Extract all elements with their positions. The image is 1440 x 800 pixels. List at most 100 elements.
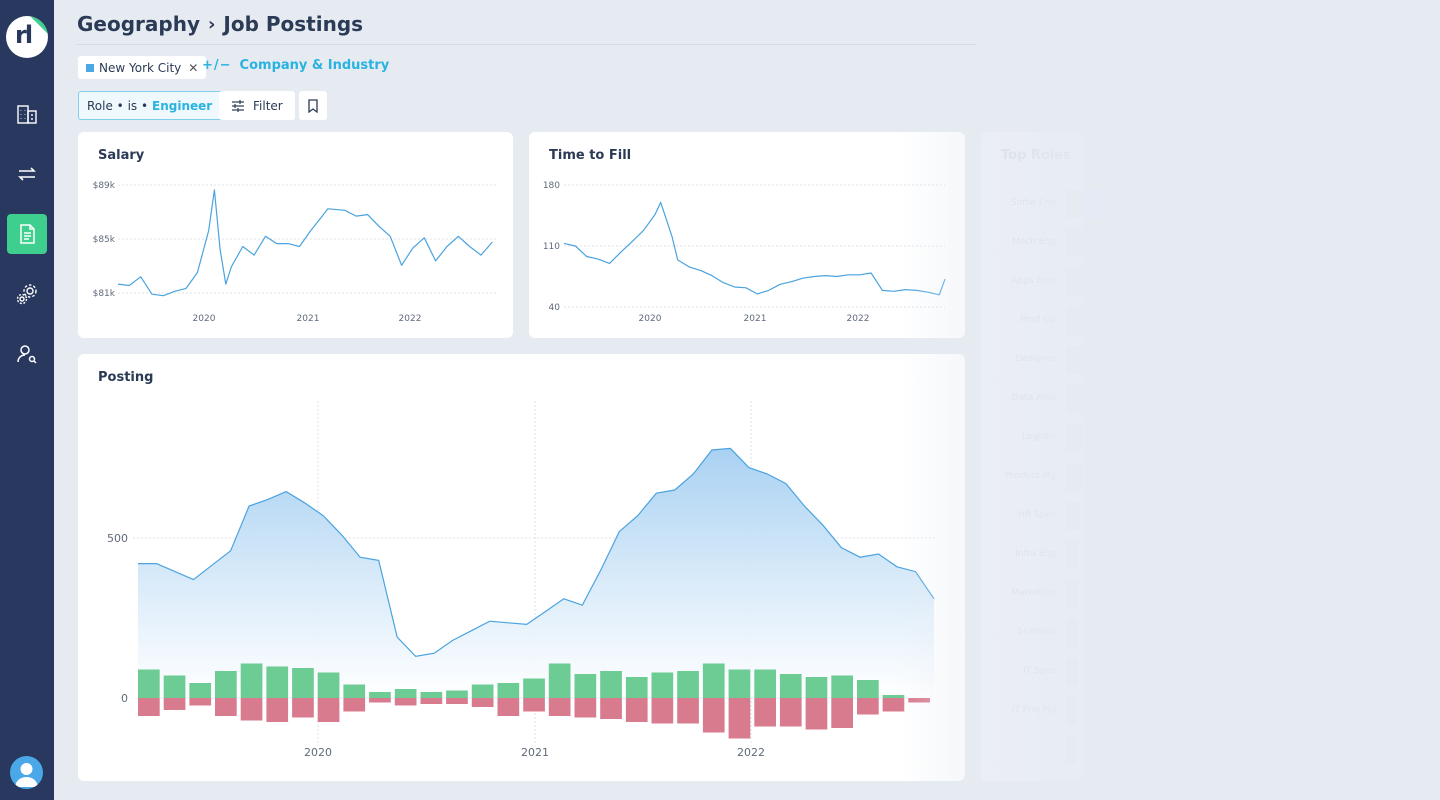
posting-bar-negative [805, 698, 828, 730]
top-role-row[interactable]: Softw Eng [981, 190, 1102, 218]
top-role-row[interactable]: Apps Engi [981, 268, 1086, 296]
top-role-bar [1066, 190, 1102, 218]
ttf-y-tick: 110 [543, 242, 560, 252]
sidebar: rl [0, 0, 54, 800]
nav-talent-search[interactable] [7, 334, 47, 374]
posting-bar-negative [754, 698, 776, 727]
line-series [117, 189, 493, 297]
nav-job-postings[interactable] [7, 214, 47, 254]
posting-bar-positive [292, 668, 314, 698]
posting-card: Posting 500 0 2020 2021 2022 [78, 354, 965, 781]
top-role-bar [1066, 502, 1080, 530]
posting-bar-positive [138, 669, 160, 698]
sliders-icon [232, 99, 244, 112]
top-role-label: Apps Engi [1011, 276, 1056, 286]
posting-bar-positive [471, 684, 494, 698]
top-role-label: IT Spec [1023, 666, 1056, 676]
top-role-label: Prod Op [1020, 315, 1056, 325]
filter-button[interactable]: Filter [219, 91, 295, 120]
top-roles-title: Top Roles [1001, 148, 1071, 163]
logo-text: rl [15, 21, 33, 49]
posting-bar-negative [600, 698, 622, 719]
swap-arrows-icon [18, 167, 36, 181]
posting-bar-positive [420, 692, 443, 698]
top-role-row[interactable]: Mech Eng [981, 229, 1086, 257]
posting-bar-positive [215, 671, 237, 698]
posting-bar-positive [266, 666, 289, 698]
avatar[interactable] [10, 756, 43, 789]
top-role-row[interactable]: Designer [981, 346, 1084, 374]
posting-bar-negative [779, 698, 802, 727]
company-industry-link[interactable]: +/− Company & Industry [202, 58, 389, 73]
bookmark-icon [308, 98, 318, 113]
posting-bar-positive [600, 671, 622, 698]
posting-x-tick: 2020 [304, 746, 332, 759]
posting-bar-positive [369, 692, 391, 698]
salary-x-tick: 2021 [297, 314, 320, 324]
posting-bar-negative [138, 698, 160, 716]
salary-chart: $89k $85k $81k 2020 2021 2022 [93, 181, 498, 324]
posting-bar-positive [317, 672, 340, 698]
top-role-bar [1066, 697, 1076, 725]
bookmark-button[interactable] [299, 91, 327, 120]
top-role-bar [1066, 307, 1084, 335]
nav-companies[interactable] [7, 94, 47, 134]
top-role-label: IT Proj Mg [1011, 705, 1056, 715]
top-role-row[interactable]: Data Anal [981, 385, 1084, 413]
posting-y-tick: 500 [107, 532, 128, 545]
top-role-bar [1066, 385, 1084, 413]
user-search-icon [17, 345, 37, 364]
nav-skills[interactable] [7, 274, 47, 314]
header-divider [77, 44, 977, 45]
top-role-label: Infra Eng [1015, 549, 1056, 559]
posting-x-tick: 2022 [737, 746, 765, 759]
top-role-row[interactable]: Logistic [981, 424, 1084, 452]
time-to-fill-chart: 180 110 40 2020 2021 2022 [543, 181, 946, 324]
posting-bar-negative [574, 698, 597, 718]
top-role-bar [1066, 541, 1078, 569]
plus-minus-icon: +/− [202, 58, 232, 73]
top-role-row[interactable]: Product Mg [981, 463, 1084, 491]
top-role-row[interactable]: Prod Op [981, 307, 1084, 335]
salary-y-tick: $81k [93, 289, 116, 299]
city-color-swatch [86, 63, 94, 72]
breadcrumb-separator: › [208, 13, 216, 35]
top-role-row[interactable] [981, 736, 1084, 764]
top-role-bar [1066, 580, 1078, 608]
posting-bar-negative [548, 698, 571, 716]
posting-bar-positive [805, 677, 828, 698]
posting-bar-negative [882, 698, 905, 712]
city-chip[interactable]: New York City ✕ [78, 56, 207, 79]
close-icon[interactable]: ✕ [188, 60, 199, 75]
posting-bar-negative [471, 698, 494, 707]
nav-transitions[interactable] [7, 154, 47, 194]
role-filter-prefix: Role • is • [87, 98, 149, 113]
top-role-row[interactable]: Scientist [981, 619, 1084, 647]
top-role-bar [1066, 346, 1084, 374]
logo[interactable]: rl [6, 16, 48, 58]
top-role-bar [1066, 229, 1086, 257]
logo-accent [28, 16, 48, 36]
role-filter-chip[interactable]: Role • is • Engineer ✕ [78, 91, 242, 120]
posting-bar-negative [292, 698, 314, 718]
posting-bar-positive [574, 674, 597, 698]
user-avatar-icon [15, 763, 38, 787]
company-industry-label: Company & Industry [239, 58, 390, 73]
posting-bar-negative [394, 698, 417, 706]
top-role-row[interactable]: HR Spec [981, 502, 1084, 530]
top-role-row[interactable]: Infra Eng [981, 541, 1084, 569]
posting-bar-negative [857, 698, 879, 715]
top-role-bar [1066, 736, 1076, 764]
salary-title: Salary [98, 148, 145, 163]
posting-bar-positive [857, 680, 879, 698]
ttf-x-tick: 2022 [847, 314, 870, 324]
breadcrumb-geography[interactable]: Geography [77, 12, 200, 36]
posting-bar-positive [651, 672, 674, 698]
posting-bar-negative [266, 698, 289, 722]
top-role-row[interactable]: Marketing [981, 580, 1084, 608]
posting-bar-negative [420, 698, 443, 704]
posting-line [138, 447, 935, 658]
top-role-row[interactable]: IT Spec [981, 658, 1084, 686]
top-role-row[interactable]: IT Proj Mg [981, 697, 1084, 725]
posting-title: Posting [98, 370, 154, 385]
